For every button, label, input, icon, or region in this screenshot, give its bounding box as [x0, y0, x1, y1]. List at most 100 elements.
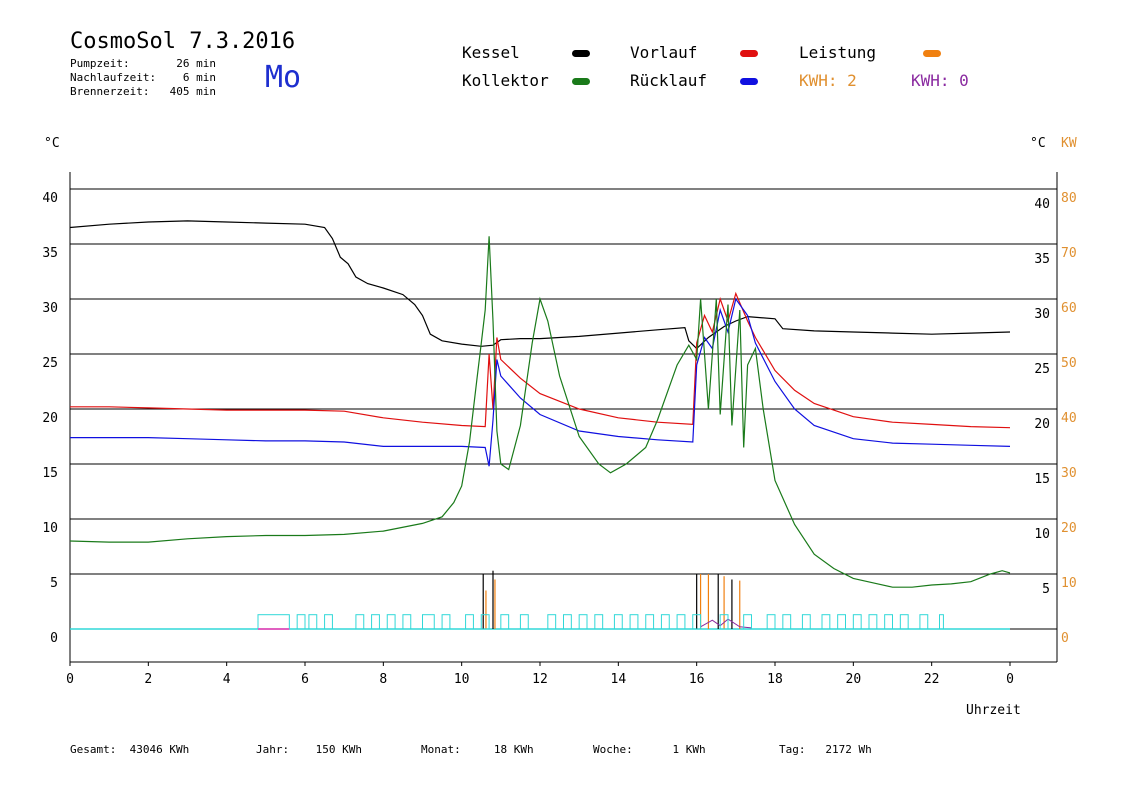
pump-marker [743, 614, 753, 630]
y-tick-label-right: 35 [1034, 252, 1050, 267]
series-line-kessel [69, 220, 1011, 350]
y-tick-label-kw: 30 [1061, 466, 1077, 481]
y-tick-label-kw: 70 [1061, 246, 1077, 261]
pump-marker-accent [258, 628, 290, 630]
info-label: Pumpzeit: [70, 57, 130, 70]
footer-woche: Woche: 1 KWh [593, 743, 706, 756]
x-axis-label: Uhrzeit [966, 703, 1021, 718]
footer-value: 2172 Wh [825, 743, 872, 756]
y-tick-label-right: 30 [1034, 307, 1050, 322]
pump-marker [919, 614, 929, 630]
series-line-kollektor [69, 236, 1011, 588]
y-tick-label-left: 15 [42, 466, 58, 481]
info-label: Brennerzeit: [70, 85, 150, 98]
x-tick-label: 20 [846, 672, 862, 687]
x-tick-label: 18 [767, 672, 783, 687]
grid-lines [70, 188, 1057, 575]
pump-marker [308, 614, 318, 630]
pump-marker [594, 614, 604, 630]
pump-marker [578, 614, 588, 630]
x-tick-label: 4 [223, 672, 231, 687]
info-value: 6 min [182, 71, 216, 84]
legend-swatch-kollektor [572, 78, 590, 85]
info-pumpzeit: Pumpzeit: 26 min [70, 57, 216, 71]
x-tick-label: 14 [611, 672, 627, 687]
footer-value: 43046 KWh [129, 743, 190, 756]
pump-marker [324, 614, 333, 630]
y-tick-label-right: 20 [1034, 417, 1050, 432]
x-tick-label: 0 [1006, 672, 1014, 687]
legend-leistung: Leistung [799, 43, 877, 62]
y-tick-label-kw: 40 [1061, 411, 1077, 426]
y-tick-label-kw: 10 [1061, 576, 1077, 591]
pump-marker [884, 614, 894, 630]
y-tick-label-kw: 0 [1061, 631, 1069, 646]
footer-label: Jahr: [256, 743, 290, 756]
chart-axes [69, 172, 1058, 666]
y-axis-label-left: °C [44, 136, 60, 151]
pump-marker [613, 614, 623, 630]
y-tick-label-left: 10 [42, 521, 58, 536]
pump-marker [660, 614, 670, 630]
pump-marker [402, 614, 412, 630]
x-tick-label: 22 [924, 672, 940, 687]
pump-marker [899, 614, 909, 630]
pump-marker [821, 614, 831, 630]
y-tick-label-left: 25 [42, 356, 58, 371]
y-tick-label-left: 30 [42, 301, 58, 316]
legend-kessel: Kessel [462, 43, 520, 62]
footer-value: 1 KWh [672, 743, 706, 756]
footer-gesamt: Gesamt: 43046 KWh [70, 743, 189, 756]
x-tick-label: 0 [66, 672, 74, 687]
footer-monat: Monat: 18 KWh [421, 743, 534, 756]
pump-marker [500, 614, 510, 630]
pump-marker [371, 614, 380, 630]
legend-swatch-ruecklauf [740, 78, 758, 85]
legend-swatch-vorlauf [740, 50, 758, 57]
weekday-label: Mo [265, 60, 302, 95]
footer-jahr: Jahr: 150 KWh [256, 743, 362, 756]
legend-swatch-kessel [572, 50, 590, 57]
y-tick-label-right: 15 [1034, 472, 1050, 487]
pump-marker [766, 614, 776, 630]
legend-vorlauf: Vorlauf [630, 43, 698, 62]
info-value: 405 min [169, 85, 216, 98]
pump-marker [441, 614, 451, 630]
tick-labels: 0 2 4 6 8 10 12 14 16 18 20 22 0 0 5 10 15 20 25 30 35 40 5 10 1… [42, 191, 1076, 687]
y-tick-label-right: 40 [1034, 197, 1050, 212]
footer-label: Monat: [421, 743, 461, 756]
pump-marker [645, 614, 655, 630]
pump-marker [422, 614, 435, 630]
legend-kollektor: Kollektor [462, 71, 549, 90]
pump-marker [547, 614, 557, 630]
y-tick-label-left: 20 [42, 411, 58, 426]
y-tick-label-left: 40 [42, 191, 58, 206]
pump-marker [465, 614, 474, 630]
footer-label: Woche: [593, 743, 633, 756]
kwh-purple-trace [700, 618, 752, 629]
x-tick-label: 6 [301, 672, 309, 687]
y-tick-label-left: 0 [50, 631, 58, 646]
y-tick-label-right: 5 [1042, 582, 1050, 597]
footer-value: 150 KWh [315, 743, 362, 756]
y-tick-label-right: 10 [1034, 527, 1050, 542]
pump-marker [837, 614, 847, 630]
x-tick-label: 8 [379, 672, 387, 687]
pump-marker [563, 614, 572, 630]
chart-title: CosmoSol 7.3.2016 [70, 29, 296, 54]
series-line-ruecklauf [70, 297, 1011, 467]
pump-marker [719, 614, 729, 630]
pump-marker [386, 614, 396, 630]
legend-kwh-purple: KWH: 0 [911, 71, 969, 90]
y-tick-label-right: 25 [1034, 362, 1050, 377]
legend-ruecklauf: Rücklauf [630, 71, 708, 90]
info-value: 26 min [176, 57, 216, 70]
pump-marker [676, 614, 686, 630]
x-tick-label: 16 [689, 672, 705, 687]
pump-marker [519, 614, 529, 630]
pump-marker [257, 614, 290, 630]
data-series [69, 220, 1011, 588]
y-tick-label-kw: 80 [1061, 191, 1077, 206]
x-tick-label: 10 [454, 672, 470, 687]
